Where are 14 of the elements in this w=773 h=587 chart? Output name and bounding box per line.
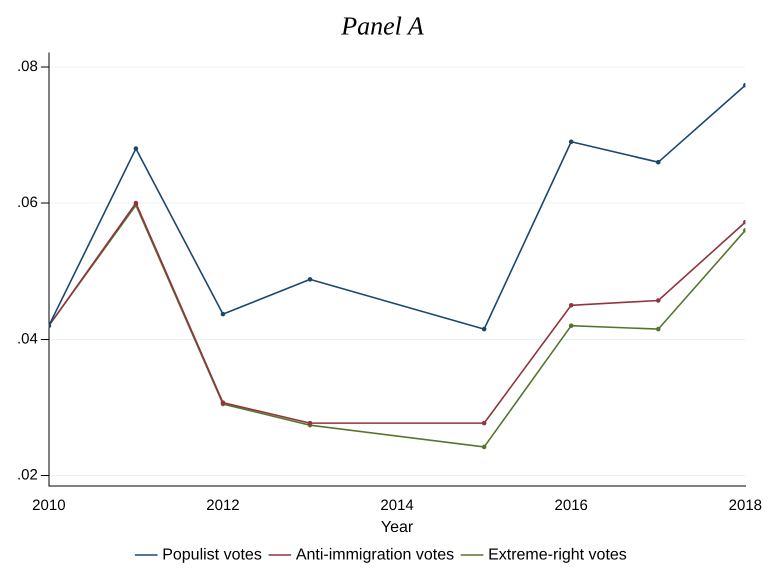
chart-title: Panel A [340,11,424,40]
legend-label: Populist votes [162,546,262,564]
legend-label: Extreme-right votes [488,546,627,564]
x-tick-label: 2014 [380,496,414,514]
y-tick-label: .02 [16,466,38,484]
legend-label: Anti-immigration votes [296,546,454,564]
x-tick-label: 2012 [206,496,240,514]
x-tick-label: 2018 [728,496,762,514]
y-tick-label: .06 [16,194,38,212]
x-tick-label: 2016 [554,496,588,514]
x-tick-label: 2010 [32,496,66,514]
y-tick-label: .08 [16,58,38,75]
x-axis-title: Year [380,518,414,536]
y-tick-label: .04 [16,330,38,348]
